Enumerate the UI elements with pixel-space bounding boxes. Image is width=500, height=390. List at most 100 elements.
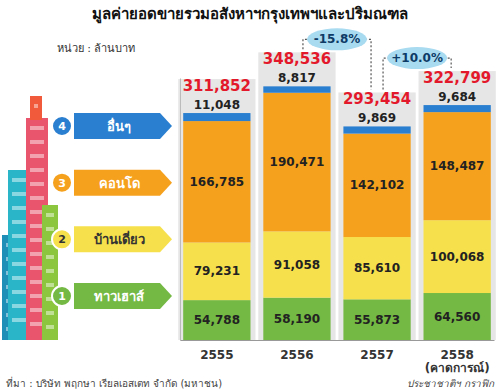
building-window bbox=[46, 227, 54, 231]
building-window bbox=[30, 154, 44, 158]
legend-number: 3 bbox=[58, 177, 66, 190]
building-window bbox=[30, 280, 44, 284]
building-window bbox=[12, 178, 28, 182]
bar-segment bbox=[343, 237, 410, 299]
legend-arrow bbox=[74, 170, 172, 196]
bar-segment bbox=[424, 293, 491, 340]
x-tick-label: 2558(คาดการณ์) bbox=[425, 348, 490, 376]
bar-segment bbox=[263, 298, 330, 340]
x-tick-label-line: 2555 bbox=[200, 348, 233, 362]
building-window bbox=[12, 206, 28, 210]
legend-number: 1 bbox=[58, 290, 66, 303]
bar-background bbox=[258, 52, 335, 340]
building-window bbox=[12, 248, 28, 252]
change-label: -15.8% bbox=[314, 32, 361, 46]
bar-segment bbox=[424, 105, 491, 112]
x-tick-label-line: (คาดการณ์) bbox=[425, 361, 490, 375]
building-window bbox=[12, 304, 28, 308]
x-tick: 2558(คาดการณ์) bbox=[425, 348, 490, 376]
x-tick-label: 2557 bbox=[360, 348, 393, 362]
legend-label: คอนโด bbox=[99, 175, 140, 191]
building-window bbox=[30, 308, 44, 312]
data-label: 64,560 bbox=[434, 310, 480, 324]
change-label: +10.0% bbox=[391, 51, 443, 65]
data-label: 91,058 bbox=[274, 258, 320, 272]
bar-background bbox=[419, 71, 496, 340]
building-window bbox=[30, 210, 44, 214]
building-window bbox=[30, 182, 44, 186]
x-tick-label-line: 2556 bbox=[280, 348, 313, 362]
building-window bbox=[12, 192, 28, 196]
building-window bbox=[30, 252, 44, 256]
legend-badge bbox=[52, 229, 72, 249]
bar-segment bbox=[263, 86, 330, 92]
legend-label: ทาวเฮาส์ bbox=[94, 289, 144, 304]
x-tick-label: 2555 bbox=[200, 348, 233, 362]
building-window bbox=[30, 238, 44, 242]
bar-segment bbox=[343, 299, 410, 340]
legend-entry: 1 ทาวเฮาส์ bbox=[52, 283, 172, 309]
bar-segment bbox=[183, 113, 250, 121]
change-annotations: -15.8% +10.0% bbox=[303, 28, 451, 89]
data-label: 58,190 bbox=[274, 312, 320, 326]
legend-arrow bbox=[74, 226, 172, 252]
unit: หน่วย : ล้านบาท bbox=[57, 42, 136, 55]
legend-label: อื่นๆ bbox=[107, 117, 131, 134]
building-window bbox=[46, 325, 54, 329]
total-label: 348,536 bbox=[263, 50, 331, 68]
y-axis-line bbox=[180, 79, 181, 341]
building-window bbox=[12, 220, 28, 224]
x-tick: 2556 bbox=[280, 348, 313, 362]
change-bubble bbox=[387, 47, 447, 69]
total-label: 322,799 bbox=[423, 69, 491, 87]
data-label: 9,684 bbox=[438, 90, 476, 104]
legend-number: 2 bbox=[58, 233, 66, 246]
legend-entry: 4 อื่นๆ bbox=[52, 113, 172, 139]
building-window bbox=[30, 140, 44, 144]
building-window bbox=[30, 168, 44, 172]
data-label: 9,869 bbox=[358, 111, 396, 125]
legend-badge bbox=[52, 173, 72, 193]
data-label: 166,785 bbox=[190, 175, 245, 189]
building-window bbox=[46, 269, 54, 273]
building-window bbox=[46, 213, 54, 217]
x-axis-line bbox=[181, 340, 495, 341]
data-label: 85,610 bbox=[354, 261, 400, 275]
x-tick-label-line: 2558 bbox=[440, 348, 473, 362]
x-tick: 2555 bbox=[200, 348, 233, 362]
building-window bbox=[12, 262, 28, 266]
change-bubble bbox=[307, 28, 367, 50]
building bbox=[30, 96, 42, 120]
total-label: 311,852 bbox=[183, 77, 251, 95]
building-window bbox=[30, 322, 44, 326]
building-window bbox=[30, 224, 44, 228]
x-tick-label-line: 2557 bbox=[360, 348, 393, 362]
data-label: 8,817 bbox=[278, 71, 316, 85]
bar-backgrounds bbox=[178, 52, 496, 340]
bar-segment bbox=[343, 134, 410, 237]
building-window bbox=[34, 104, 38, 108]
building-window bbox=[12, 290, 28, 294]
data-label: 54,788 bbox=[194, 313, 240, 327]
bars bbox=[183, 86, 491, 340]
x-tick: 2557 bbox=[360, 348, 393, 362]
legend-badge bbox=[52, 286, 72, 306]
bar-segment bbox=[263, 93, 330, 232]
decoration bbox=[2, 96, 58, 340]
legend-arrow bbox=[74, 283, 172, 309]
data-label: 11,048 bbox=[194, 98, 240, 112]
credit: ประชาชาติฯ กราฟิก bbox=[407, 378, 495, 389]
building-window bbox=[46, 255, 54, 259]
building-window bbox=[12, 276, 28, 280]
bar-segment bbox=[424, 112, 491, 220]
data-label: 79,231 bbox=[194, 264, 240, 278]
bar-segment bbox=[424, 220, 491, 293]
bar-segment bbox=[183, 300, 250, 340]
x-tick-label: 2556 bbox=[280, 348, 313, 362]
chart: มูลค่ายอดขายรวมอสังหาฯกรุงเทพฯและปริมณฑล… bbox=[0, 0, 500, 390]
legend-label: บ้านเดี่ยว bbox=[94, 230, 145, 247]
legend: 1 ทาวเฮาส์ 2 บ้านเดี่ยว 3 คอนโด 4 อื่นๆ bbox=[52, 113, 172, 309]
x-axis: 2555 2556 2557 2558(คาดการณ์) bbox=[181, 341, 495, 376]
building-window bbox=[30, 126, 44, 130]
legend-number: 4 bbox=[58, 120, 66, 133]
